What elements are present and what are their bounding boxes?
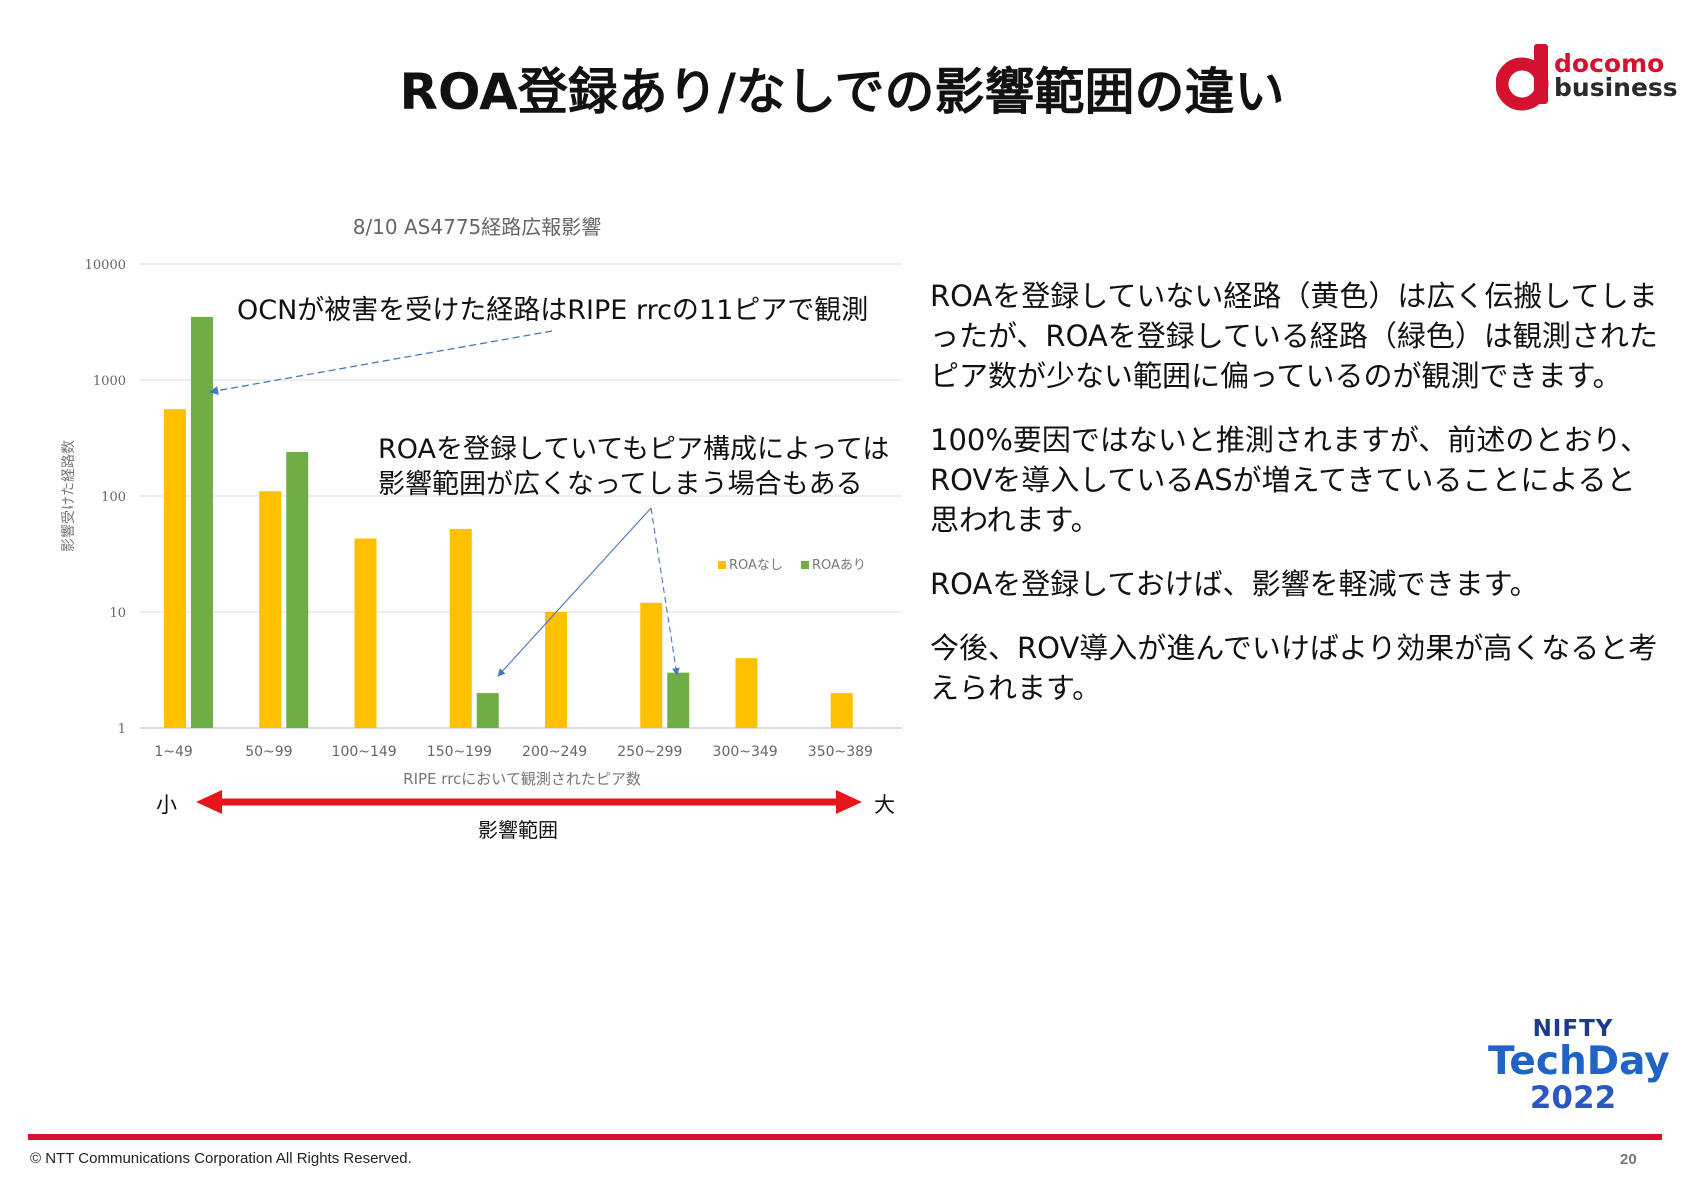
y-tick-label: 10 (109, 606, 126, 621)
page-number: 20 (1620, 1151, 1637, 1168)
chart-title: 8/10 AS4775経路広報影響 (353, 215, 602, 239)
x-tick-label: 100~149 (332, 744, 397, 760)
logo-text: docomo business (1554, 49, 1678, 102)
bar (640, 602, 663, 728)
bar (830, 693, 853, 728)
annotation-arrow-roa-2 (650, 507, 680, 676)
slide-title: ROA登録あり/なしでの影響範囲の違い (399, 63, 1285, 121)
copyright-notice: © NTT Communications Corporation All Rig… (30, 1150, 412, 1167)
nifty-techday-logo: NIFTY TechDay 2022 (1488, 1016, 1670, 1116)
x-tick-label: 1~49 (154, 744, 192, 760)
x-tick-label: 150~199 (427, 744, 492, 760)
y-tick-label: 1 (118, 722, 126, 737)
bar (354, 538, 377, 728)
range-arrow-left-head (196, 790, 222, 814)
explanation-paragraph-2: 100%要因ではないと推測されますが、前述のとおり、ROVを導入しているASが増… (930, 423, 1650, 537)
logo-line1: docomo (1554, 49, 1665, 78)
bar (735, 658, 758, 728)
bar (545, 612, 567, 728)
explanation-paragraph-1: ROAを登録していない経路（黄色）は広く伝搬してしまったが、ROAを登録している… (930, 279, 1658, 393)
annotation-roa-line2: 影響範囲が広くなってしまう場合もある (378, 469, 863, 500)
bar-chart: 8/10 AS4775経路広報影響 1 10 100 1000 10000 影響受けた経路数… (60, 215, 902, 814)
scale-range-label: 影響範囲 (478, 818, 558, 842)
y-axis-label: 影響受けた経路数 (60, 440, 77, 552)
legend-swatch (801, 561, 809, 569)
range-arrow-right-head (836, 790, 862, 814)
x-tick-label: 250~299 (617, 744, 682, 760)
explanation-paragraph-3: ROAを登録しておけば、影響を軽減できます。 (930, 567, 1539, 601)
footer-divider (28, 1134, 1662, 1140)
legend-swatch (718, 561, 726, 569)
nifty-logo-year: 2022 (1529, 1080, 1617, 1116)
bar (191, 316, 213, 728)
annotation-arrow-ocn (209, 330, 553, 396)
nifty-logo-middle: TechDay (1488, 1039, 1670, 1084)
docomo-business-logo: docomo business (1495, 44, 1678, 112)
x-axis-label: RIPE rrcにおいて観測されたピア数 (403, 770, 641, 788)
logo-line2: business (1554, 73, 1678, 102)
scale-small-label: 小 (156, 793, 177, 817)
legend-entry: ROAなし (729, 558, 783, 573)
bar (164, 409, 186, 728)
x-tick-label: 300~349 (713, 744, 778, 760)
bar (476, 693, 499, 728)
scale-large-label: 大 (874, 793, 895, 817)
bar (259, 491, 282, 728)
y-tick-label: 100 (101, 490, 126, 505)
x-tick-label: 200~249 (522, 744, 587, 760)
x-tick-label: 350~389 (808, 744, 873, 760)
annotation-roa-line1: ROAを登録していてもピア構成によっては (378, 434, 890, 465)
bar (449, 528, 472, 728)
y-tick-label: 1000 (93, 374, 126, 389)
y-tick-label: 10000 (85, 258, 126, 273)
annotation-ocn: OCNが被害を受けた経路はRIPE rrcの11ピアで観測 (237, 295, 869, 326)
annotation-arrow-roa-1 (497, 507, 652, 677)
nifty-logo-top: NIFTY (1532, 1016, 1614, 1042)
bar (667, 672, 690, 728)
docomo-d-mark-icon (1495, 44, 1549, 111)
x-tick-label: 50~99 (245, 744, 292, 760)
annotation-roa: ROAを登録していてもピア構成によっては 影響範囲が広くなってしまう場合もある (378, 432, 889, 502)
bar (286, 451, 309, 728)
explanation-paragraph-4: 今後、ROV導入が進んでいけばより効果が高くなると考えられます。 (930, 631, 1658, 705)
legend-entry: ROAあり (812, 558, 866, 573)
explanation-text: ROAを登録していない経路（黄色）は広く伝搬してしまったが、ROAを登録している… (930, 276, 1660, 732)
